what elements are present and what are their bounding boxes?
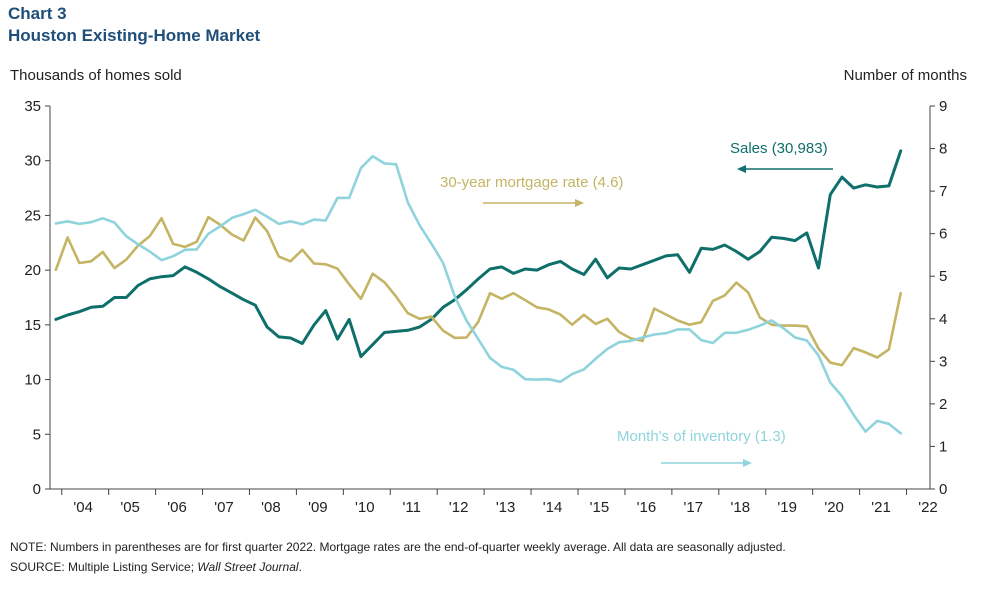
right-tick-label: 6 (939, 226, 947, 243)
x-tick-label: '10 (355, 499, 375, 516)
mortgage-arrow-head-icon (575, 199, 584, 207)
x-tick-label: '05 (120, 499, 140, 516)
right-tick-label: 5 (939, 268, 947, 285)
right-tick-label: 9 (939, 98, 947, 115)
inventory-arrow-head-icon (743, 459, 752, 467)
chart-number: Chart 3 (8, 4, 67, 23)
x-tick-label: '04 (73, 499, 93, 516)
x-tick-label: '06 (167, 499, 187, 516)
sales-annotation-label: Sales (30,983) (730, 140, 828, 157)
chart-title: Houston Existing-Home Market (8, 26, 261, 45)
x-tick-label: '18 (730, 499, 750, 516)
right-tick-label: 1 (939, 438, 947, 455)
x-tick-label: '15 (590, 499, 610, 516)
chart-series (54, 149, 903, 435)
left-tick-label: 20 (24, 262, 41, 279)
left-tick-label: 35 (24, 98, 41, 115)
source-prefix: SOURCE: Multiple Listing Service; (10, 560, 198, 574)
mortgage-series-line (54, 215, 903, 367)
x-tick-label: '13 (496, 499, 516, 516)
sales-arrow-head-icon (737, 165, 746, 173)
x-tick-label: '19 (777, 499, 797, 516)
source-italic: Wall Street Journal (197, 560, 299, 574)
right-tick-label: 8 (939, 141, 947, 158)
footer-note: NOTE: Numbers in parentheses are for fir… (10, 540, 786, 554)
right-tick-label: 3 (939, 353, 947, 370)
footer-source: SOURCE: Multiple Listing Service; Wall S… (10, 560, 302, 574)
right-tick-label: 0 (939, 481, 947, 498)
left-axis-title: Thousands of homes sold (10, 67, 182, 84)
left-tick-label: 25 (24, 207, 41, 224)
left-tick-label: 15 (24, 317, 41, 334)
x-tick-label: '17 (684, 499, 704, 516)
x-tick-label: '07 (214, 499, 234, 516)
right-tick-label: 7 (939, 183, 947, 200)
x-tick-label: '20 (824, 499, 844, 516)
inventory-annotation-label: Month's of inventory (1.3) (617, 428, 786, 445)
left-tick-label: 5 (33, 426, 41, 443)
x-tick-label: '08 (261, 499, 281, 516)
inventory-series-line (54, 154, 903, 435)
right-axis-title: Number of months (843, 67, 967, 84)
right-tick-label: 2 (939, 396, 947, 413)
x-tick-label: '21 (871, 499, 891, 516)
x-tick-label: '12 (449, 499, 469, 516)
source-suffix: . (298, 560, 302, 574)
left-tick-label: 30 (24, 153, 41, 170)
x-tick-label: '16 (637, 499, 657, 516)
x-tick-label: '14 (543, 499, 563, 516)
x-tick-label: '09 (308, 499, 328, 516)
x-tick-label: '22 (918, 499, 938, 516)
left-tick-label: 0 (33, 481, 41, 498)
mortgage-annotation-label: 30-year mortgage rate (4.6) (440, 174, 623, 191)
left-tick-label: 10 (24, 372, 41, 389)
right-tick-label: 4 (939, 311, 947, 328)
sales-series-line (54, 149, 903, 359)
x-tick-label: '11 (403, 499, 421, 516)
chart-axes: 0 5 10 15 20 25 30 35 0 1 2 3 4 5 6 7 8 9 '04 '05 '06 '07 '08 '… (24, 98, 947, 516)
